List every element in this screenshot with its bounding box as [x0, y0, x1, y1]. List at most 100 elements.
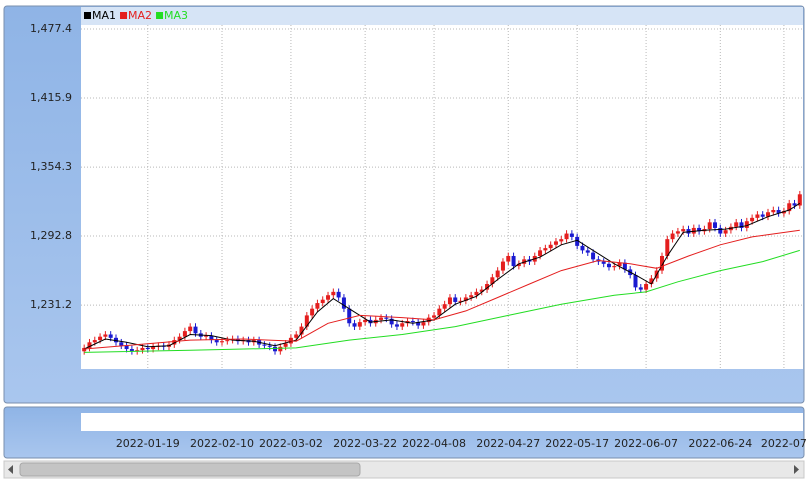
- legend-label: MA3: [164, 9, 188, 22]
- date-strip: [81, 413, 803, 431]
- candle-body: [273, 346, 278, 352]
- candle-body: [633, 275, 638, 288]
- candle-body: [304, 315, 309, 327]
- candle-body: [675, 231, 680, 234]
- candle-body: [787, 203, 792, 212]
- candle-body: [511, 255, 516, 267]
- candle-body: [718, 227, 723, 234]
- x-tick-label: 2022-06-24: [688, 437, 752, 450]
- candle-body: [601, 261, 606, 264]
- candle-body: [691, 227, 696, 234]
- candle-body: [458, 300, 463, 302]
- legend-strip: [81, 7, 803, 25]
- candle-body: [283, 343, 288, 347]
- candle-body: [580, 245, 585, 251]
- candle-body: [766, 212, 771, 217]
- candle-body: [495, 270, 500, 278]
- candle-body: [644, 284, 649, 290]
- y-tick-label: 1,477.4: [30, 22, 72, 35]
- candle-body: [87, 342, 92, 348]
- candle-body: [797, 194, 802, 206]
- candle-body: [267, 345, 272, 347]
- candle-body: [262, 344, 267, 346]
- candle-body: [500, 261, 505, 271]
- candle-body: [707, 222, 712, 230]
- x-tick-label: 2022-05-17: [545, 437, 609, 450]
- candle-body: [453, 297, 458, 302]
- x-tick-label: 2022-02-10: [190, 437, 254, 450]
- candle-body: [389, 318, 394, 325]
- candle-body: [659, 255, 664, 271]
- ma-line: [84, 229, 800, 350]
- legend-label: MA1: [92, 9, 116, 22]
- candle-body: [548, 244, 553, 249]
- candle-body: [569, 233, 574, 237]
- candle-body: [553, 241, 558, 245]
- candle-body: [124, 345, 129, 350]
- candle-body: [145, 347, 150, 350]
- candle-body: [697, 227, 702, 232]
- candle-body: [564, 233, 569, 240]
- candle-body: [649, 278, 654, 285]
- candle-body: [204, 335, 209, 337]
- candle-body: [98, 336, 103, 341]
- y-tick-label: 1,292.8: [30, 229, 72, 242]
- candle-body: [686, 229, 691, 234]
- legend-swatch: [156, 12, 164, 19]
- candle-body: [617, 262, 622, 267]
- candle-body: [379, 317, 384, 320]
- candle-body: [591, 252, 596, 260]
- x-tick-label: 2022-06-07: [614, 437, 678, 450]
- candle-body: [670, 233, 675, 240]
- candle-body: [82, 347, 87, 352]
- candle-body: [479, 289, 484, 292]
- candle-body: [638, 287, 643, 290]
- candle-body: [394, 324, 399, 327]
- candle-body: [522, 259, 527, 264]
- candle-body: [384, 317, 389, 319]
- candle-body: [103, 334, 108, 337]
- candle-body: [315, 303, 320, 309]
- x-tick-label: 2022-04-08: [402, 437, 466, 450]
- candle-body: [421, 322, 426, 326]
- x-tick-label: 2022-04-27: [476, 437, 540, 450]
- candle-body: [278, 346, 283, 352]
- scroll-thumb[interactable]: [19, 462, 361, 477]
- candle-body: [326, 295, 331, 300]
- candle-body: [559, 239, 564, 242]
- candle-body: [92, 340, 97, 343]
- candle-body: [681, 229, 686, 232]
- candle-body: [447, 297, 452, 305]
- candle-body: [341, 297, 346, 309]
- legend-swatch: [120, 12, 128, 19]
- ma-line: [84, 249, 800, 353]
- candle-body: [760, 214, 765, 217]
- candle-body: [151, 346, 156, 350]
- x-tick-label: 2022-03-22: [333, 437, 397, 450]
- candle-body: [538, 250, 543, 256]
- y-tick-label: 1,354.3: [30, 160, 72, 173]
- y-tick-label: 1,415.9: [30, 91, 72, 104]
- candle-body: [220, 341, 225, 343]
- candle-body: [442, 304, 447, 309]
- candle-body: [437, 308, 442, 316]
- x-tick-label: 2022-01-19: [116, 437, 180, 450]
- candle-body: [357, 322, 362, 327]
- candle-body: [485, 284, 490, 290]
- plot-area: [81, 25, 803, 369]
- candle-body: [781, 211, 786, 214]
- candle-body: [177, 336, 182, 341]
- candle-body: [744, 221, 749, 228]
- x-tick-label: 2022-07: [761, 437, 807, 450]
- candle-body: [182, 331, 187, 337]
- candle-body: [490, 277, 495, 285]
- candle-body: [606, 263, 611, 268]
- legend-swatch: [84, 12, 91, 19]
- scroll-left-arrow[interactable]: [8, 465, 13, 474]
- y-tick-label: 1,231.2: [30, 298, 72, 311]
- candle-body: [119, 342, 124, 346]
- candle-body: [771, 210, 776, 213]
- scroll-right-arrow[interactable]: [794, 465, 799, 474]
